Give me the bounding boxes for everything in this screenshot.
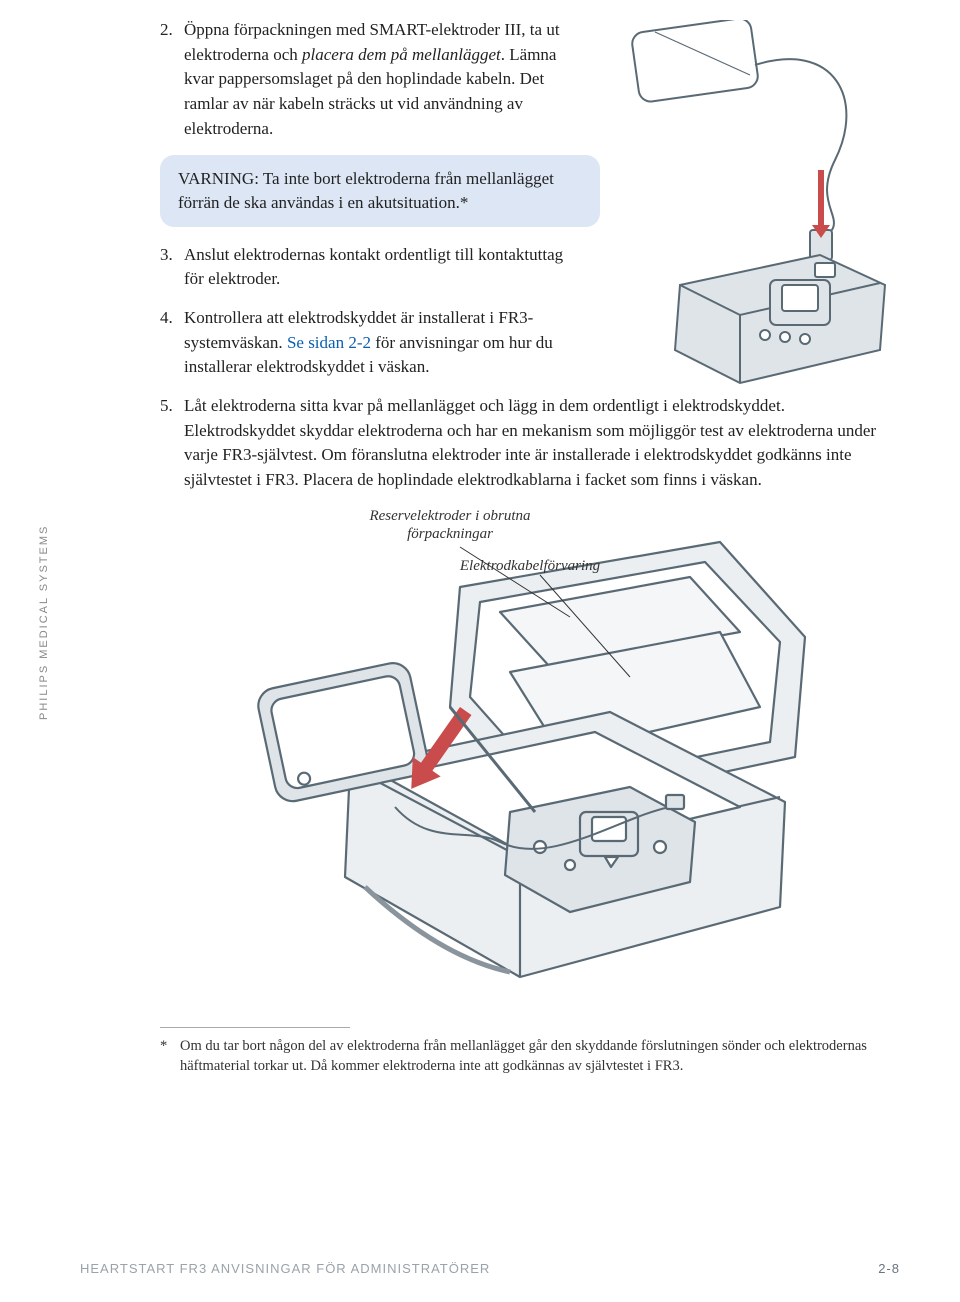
step-4-number: 4. [160,306,184,380]
step-3: 3. Anslut elektrodernas kontakt ordentli… [160,243,580,292]
footnote: * Om du tar bort någon del av elektroder… [160,1036,880,1077]
step-2-text-italic: placera dem på mellanlägget [302,45,501,64]
footer-title: HEARTSTART FR3 ANVISNINGAR FÖR ADMINISTR… [80,1261,490,1276]
figure-label-reserve: Reservelektroder i obrutna förpackningar [360,507,540,545]
footer-page-number: 2-8 [878,1261,900,1276]
step-2-body: Öppna förpackningen med SMART-elektroder… [184,18,580,141]
footnote-rule [160,1027,350,1028]
step-4-body: Kontrollera att elektrodskyddet är insta… [184,306,580,380]
page-footer: HEARTSTART FR3 ANVISNINGAR FÖR ADMINISTR… [80,1261,900,1276]
step-2: 2. Öppna förpackningen med SMART-elektro… [160,18,580,141]
step-5: 5. Låt elektroderna sitta kvar på mellan… [160,394,880,493]
footnote-mark: * [160,1036,180,1077]
warning-box: VARNING: Ta inte bort elektroderna från … [160,155,600,227]
step-2-number: 2. [160,18,184,141]
figure-label-cable: Elektrodkabelförvaring [430,557,630,576]
step-3-number: 3. [160,243,184,292]
figure-case-open: Reservelektroder i obrutna förpackningar… [200,507,840,997]
footnote-text: Om du tar bort någon del av elektroderna… [180,1036,880,1077]
step-4: 4. Kontrollera att elektrodskyddet är in… [160,306,580,380]
step-3-body: Anslut elektrodernas kontakt ordentligt … [184,243,580,292]
step-5-number: 5. [160,394,184,493]
warning-text: VARNING: Ta inte bort elektroderna från … [178,169,554,212]
step-5-body: Låt elektroderna sitta kvar på mellanläg… [184,394,880,493]
sidebar-brand-label: PHILIPS MEDICAL SYSTEMS [38,525,50,720]
step-4-link[interactable]: Se sidan 2-2 [287,333,371,352]
figure-device-connector [605,20,905,390]
